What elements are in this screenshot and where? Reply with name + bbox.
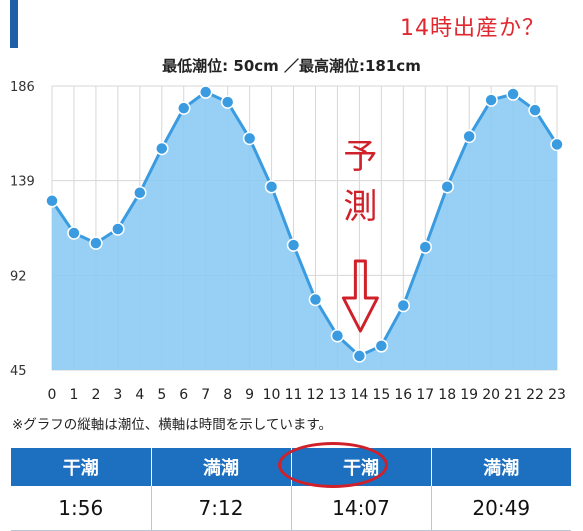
- y-tick-label: 139: [10, 175, 35, 190]
- x-tick-label: 11: [285, 387, 303, 403]
- tide-data-point: [440, 179, 454, 194]
- time-low-tide-2: 14:07: [291, 486, 432, 531]
- x-tick-label: 22: [526, 387, 544, 403]
- x-tick-label: 23: [548, 387, 566, 403]
- x-axis: 0 1 2 3 4 5 6 7 8 9 10 11 12 13 14 15 16 17 18 19 20 21 22 23: [48, 387, 566, 403]
- x-tick-label: 1: [69, 387, 78, 403]
- tide-data-point: [418, 240, 433, 254]
- tide-data-point: [330, 329, 345, 343]
- tide-data-point: [528, 103, 542, 117]
- y-tick-label: 45: [10, 364, 27, 379]
- tide-data-point: [462, 129, 476, 144]
- x-tick-label: 16: [394, 387, 412, 403]
- handwritten-annotation-title: 14時出産か？: [400, 16, 545, 41]
- tide-data-point: [550, 137, 564, 152]
- tide-data-point: [133, 186, 147, 200]
- y-tick-label: 92: [10, 269, 27, 284]
- x-tick-label: 9: [245, 387, 254, 403]
- tide-data-point: [308, 292, 323, 307]
- tide-data-point: [484, 93, 498, 107]
- x-tick-label: 5: [157, 387, 166, 403]
- x-tick-label: 4: [135, 387, 144, 403]
- section-accent-bar: [10, 0, 18, 48]
- tide-times-table: 干潮 満潮 干潮 満潮 1:56 7:12 14:07 20:49: [11, 448, 571, 531]
- header-high-tide-1: 満潮: [151, 448, 292, 486]
- prediction-character: 予: [343, 137, 377, 177]
- tide-line: [50, 90, 559, 358]
- tide-data-point: [155, 141, 169, 156]
- tide-data-point: [242, 131, 257, 146]
- tide-data-point: [506, 87, 520, 101]
- x-tick-label: 18: [438, 387, 456, 403]
- tide-data-point: [264, 179, 279, 194]
- prediction-annotation: 予測: [341, 137, 379, 333]
- x-tick-label: 10: [263, 387, 281, 403]
- header-low-tide-2: 干潮: [291, 448, 432, 486]
- down-arrow-icon: [341, 259, 379, 333]
- header-high-tide-2: 満潮: [431, 448, 571, 486]
- time-high-tide-1: 7:12: [151, 486, 292, 531]
- tide-data-point: [67, 226, 81, 240]
- tide-data-point: [286, 238, 301, 252]
- x-tick-label: 3: [113, 387, 122, 403]
- tide-data-point: [176, 101, 191, 115]
- chart-area-layer: [50, 90, 559, 371]
- tide-data-point: [396, 298, 411, 313]
- x-tick-label: 8: [223, 387, 232, 403]
- tide-range-subtitle: 最低潮位: 50cm ／最高潮位:181cm: [162, 57, 421, 75]
- chart-note: ※グラフの縦軸は潮位、横軸は時間を示しています。: [12, 417, 333, 433]
- x-tick-label: 14: [350, 387, 368, 403]
- tide-data-point: [374, 339, 389, 353]
- tide-data-point: [198, 85, 213, 99]
- x-tick-label: 12: [307, 387, 325, 403]
- header-low-tide-1: 干潮: [11, 448, 152, 486]
- x-tick-label: 20: [482, 387, 500, 403]
- tide-data-point: [111, 222, 125, 236]
- y-tick-label: 186: [10, 80, 35, 95]
- y-axis: 45 92 139 186: [10, 80, 35, 379]
- tide-area-fill: [52, 92, 557, 371]
- prediction-character: 測: [343, 187, 377, 227]
- tide-data-point: [45, 194, 59, 208]
- time-high-tide-2: 20:49: [431, 486, 571, 531]
- chart-markers: [45, 85, 564, 363]
- x-tick-label: 2: [91, 387, 100, 403]
- tide-data-point: [89, 236, 103, 250]
- x-tick-label: 19: [460, 387, 478, 403]
- x-tick-label: 0: [48, 387, 57, 403]
- time-low-tide-1: 1:56: [11, 486, 152, 531]
- tide-data-point: [352, 349, 367, 363]
- x-tick-label: 15: [372, 387, 390, 403]
- x-tick-label: 13: [329, 387, 347, 403]
- x-tick-label: 7: [201, 387, 210, 403]
- x-tick-label: 21: [504, 387, 522, 403]
- x-tick-label: 17: [416, 387, 434, 403]
- x-tick-label: 6: [179, 387, 188, 403]
- tide-data-point: [220, 95, 235, 109]
